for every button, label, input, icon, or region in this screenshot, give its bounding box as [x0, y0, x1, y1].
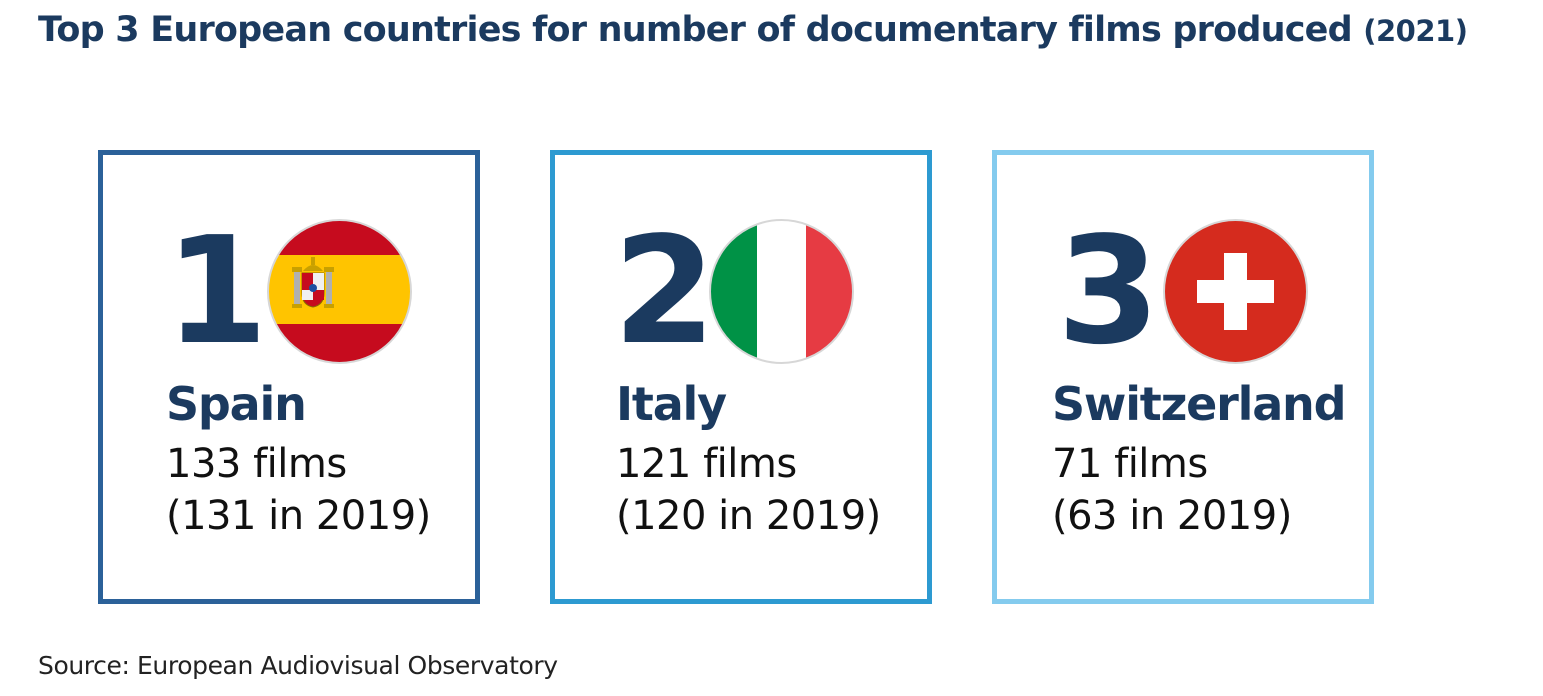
rank-number: 3: [1057, 205, 1160, 377]
rank-number: 2: [613, 205, 716, 377]
films-count: 133 films: [166, 441, 347, 487]
country-name: Italy: [616, 377, 727, 431]
title-main: Top 3 European countries for number of d…: [38, 10, 1353, 50]
source-note: Source: European Audiovisual Observatory: [38, 651, 558, 680]
ranking-card-switzerland: 3 Switzerland 71 films (63 in 2019): [992, 150, 1374, 604]
spain-flag-icon: [267, 219, 412, 364]
italy-flag-icon: [709, 219, 854, 364]
films-count: 71 films: [1052, 441, 1208, 487]
previous-count: (131 in 2019): [166, 493, 431, 539]
previous-count: (63 in 2019): [1052, 493, 1292, 539]
page-title: Top 3 European countries for number of d…: [38, 10, 1468, 50]
previous-count: (120 in 2019): [616, 493, 881, 539]
switzerland-flag-icon: [1163, 219, 1308, 364]
films-count: 121 films: [616, 441, 797, 487]
country-name: Switzerland: [1052, 377, 1347, 431]
ranking-card-italy: 2 Italy 121 films (120 in 2019): [550, 150, 932, 604]
ranking-card-spain: 1: [98, 150, 480, 604]
rank-number: 1: [165, 205, 268, 377]
country-name: Spain: [166, 377, 307, 431]
title-year: (2021): [1363, 14, 1468, 48]
